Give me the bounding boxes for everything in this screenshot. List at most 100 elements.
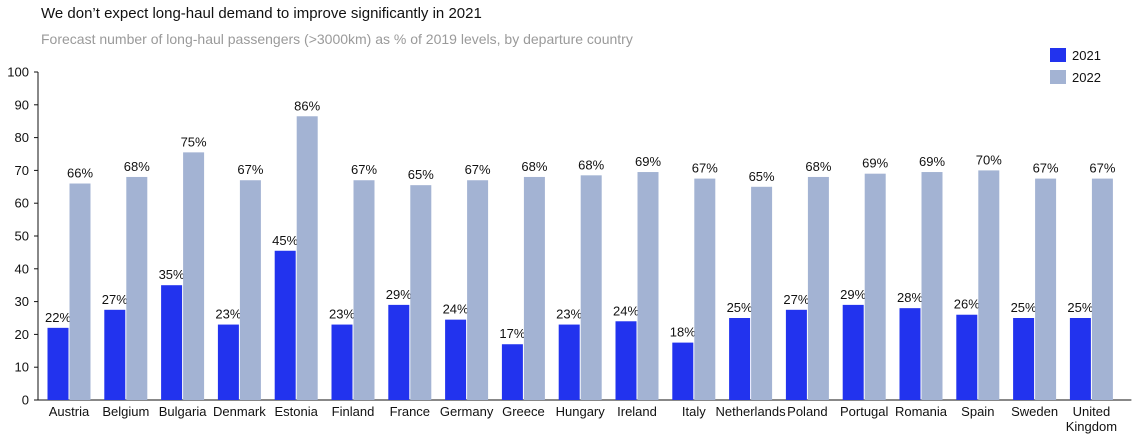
y-tick-label: 40 <box>15 261 29 276</box>
bar-2021 <box>558 324 580 400</box>
bar-2022 <box>978 170 1000 400</box>
bar-2022 <box>807 176 829 400</box>
y-tick-label: 0 <box>22 393 29 408</box>
bar-2021 <box>161 285 183 400</box>
bar-2022 <box>239 180 261 400</box>
bar-2022 <box>410 185 432 400</box>
bar-2021 <box>217 324 239 400</box>
bar-2021 <box>842 304 864 400</box>
bar-2021 <box>672 342 694 400</box>
y-tick-label: 100 <box>7 65 29 80</box>
data-label-2021: 27% <box>102 292 128 307</box>
x-category-label: Netherlands <box>716 404 787 419</box>
data-label-2021: 24% <box>613 303 639 318</box>
data-label-2022: 69% <box>862 156 888 171</box>
data-label-2022: 68% <box>124 159 150 174</box>
data-label-2021: 22% <box>45 310 71 325</box>
x-category-label: Germany <box>440 404 494 419</box>
bar-2022 <box>751 186 773 400</box>
bar-2021 <box>331 324 353 400</box>
bar-2022 <box>523 176 545 400</box>
y-tick-label: 10 <box>15 360 29 375</box>
x-category-label: Greece <box>502 404 545 419</box>
data-label-2021: 23% <box>329 307 355 322</box>
data-label-2022: 67% <box>692 161 718 176</box>
bar-2022 <box>183 152 205 400</box>
bar-2021 <box>274 250 296 400</box>
y-tick-label: 60 <box>15 196 29 211</box>
bar-2022 <box>864 173 886 400</box>
data-label-2021: 24% <box>443 302 469 317</box>
bar-2022 <box>353 180 375 400</box>
data-label-2021: 23% <box>556 307 582 322</box>
data-label-2021: 25% <box>727 300 753 315</box>
data-label-2021: 18% <box>670 325 696 340</box>
data-label-2021: 26% <box>954 297 980 312</box>
data-label-2021: 28% <box>897 290 923 305</box>
x-category-label: United Kingdom <box>1066 404 1117 434</box>
data-label-2022: 67% <box>237 162 263 177</box>
data-label-2021: 27% <box>783 292 809 307</box>
chart-title: We don’t expect long-haul demand to impr… <box>41 5 482 22</box>
data-label-2022: 65% <box>749 169 775 184</box>
data-label-2022: 65% <box>408 167 434 182</box>
x-category-label: Belgium <box>102 404 149 419</box>
data-label-2021: 25% <box>1067 300 1093 315</box>
data-label-2022: 68% <box>805 159 831 174</box>
bar-2021 <box>956 314 978 400</box>
data-label-2021: 25% <box>1011 300 1037 315</box>
data-label-2022: 68% <box>578 157 604 172</box>
y-tick-label: 30 <box>15 294 29 309</box>
bar-2022 <box>637 172 659 400</box>
data-label-2022: 75% <box>181 134 207 149</box>
data-label-2022: 68% <box>521 159 547 174</box>
data-label-2022: 67% <box>351 162 377 177</box>
x-category-label: Ireland <box>617 404 657 419</box>
bar-2022 <box>580 175 602 400</box>
x-category-label: Sweden <box>1011 404 1058 419</box>
bar-2021 <box>104 309 126 400</box>
x-category-label: Portugal <box>840 404 889 419</box>
legend-swatch-2021 <box>1050 48 1066 62</box>
y-tick-label: 70 <box>15 163 29 178</box>
bar-2021 <box>501 344 523 400</box>
bar-2021 <box>445 319 467 400</box>
data-label-2021: 45% <box>272 233 298 248</box>
legend-label-2021: 2021 <box>1072 47 1101 63</box>
x-category-label: Bulgaria <box>159 404 207 419</box>
data-label-2022: 70% <box>976 152 1002 167</box>
data-label-2022: 66% <box>67 166 93 181</box>
legend-label-2022: 2022 <box>1072 69 1101 85</box>
data-label-2022: 69% <box>919 154 945 169</box>
x-category-label: Estonia <box>275 404 319 419</box>
bar-2021 <box>729 318 751 400</box>
y-tick-label: 80 <box>15 130 29 145</box>
data-label-2022: 67% <box>1089 161 1115 176</box>
bar-2021 <box>615 321 637 400</box>
bar-2022 <box>296 116 318 400</box>
data-label-2021: 17% <box>499 326 525 341</box>
bar-2022 <box>694 178 716 400</box>
x-category-label: Hungary <box>556 404 606 419</box>
x-category-label: Italy <box>682 404 706 419</box>
bar-2021 <box>1069 318 1091 400</box>
x-category-label: Austria <box>49 404 90 419</box>
bar-2022 <box>126 176 148 400</box>
x-category-label: Denmark <box>213 404 266 419</box>
data-label-2021: 29% <box>386 287 412 302</box>
bar-2022 <box>467 180 489 400</box>
x-category-label: Poland <box>787 404 827 419</box>
x-category-label: Spain <box>961 404 994 419</box>
bar-2022 <box>1091 178 1113 400</box>
data-label-2021: 23% <box>215 307 241 322</box>
data-label-2022: 86% <box>294 98 320 113</box>
bar-2022 <box>1035 178 1057 400</box>
data-label-2021: 29% <box>840 287 866 302</box>
data-label-2022: 69% <box>635 154 661 169</box>
bar-2022 <box>69 183 91 400</box>
bar-2021 <box>47 327 69 400</box>
data-label-2021: 35% <box>159 267 185 282</box>
bar-2021 <box>1013 318 1035 400</box>
x-category-label: Finland <box>332 404 375 419</box>
